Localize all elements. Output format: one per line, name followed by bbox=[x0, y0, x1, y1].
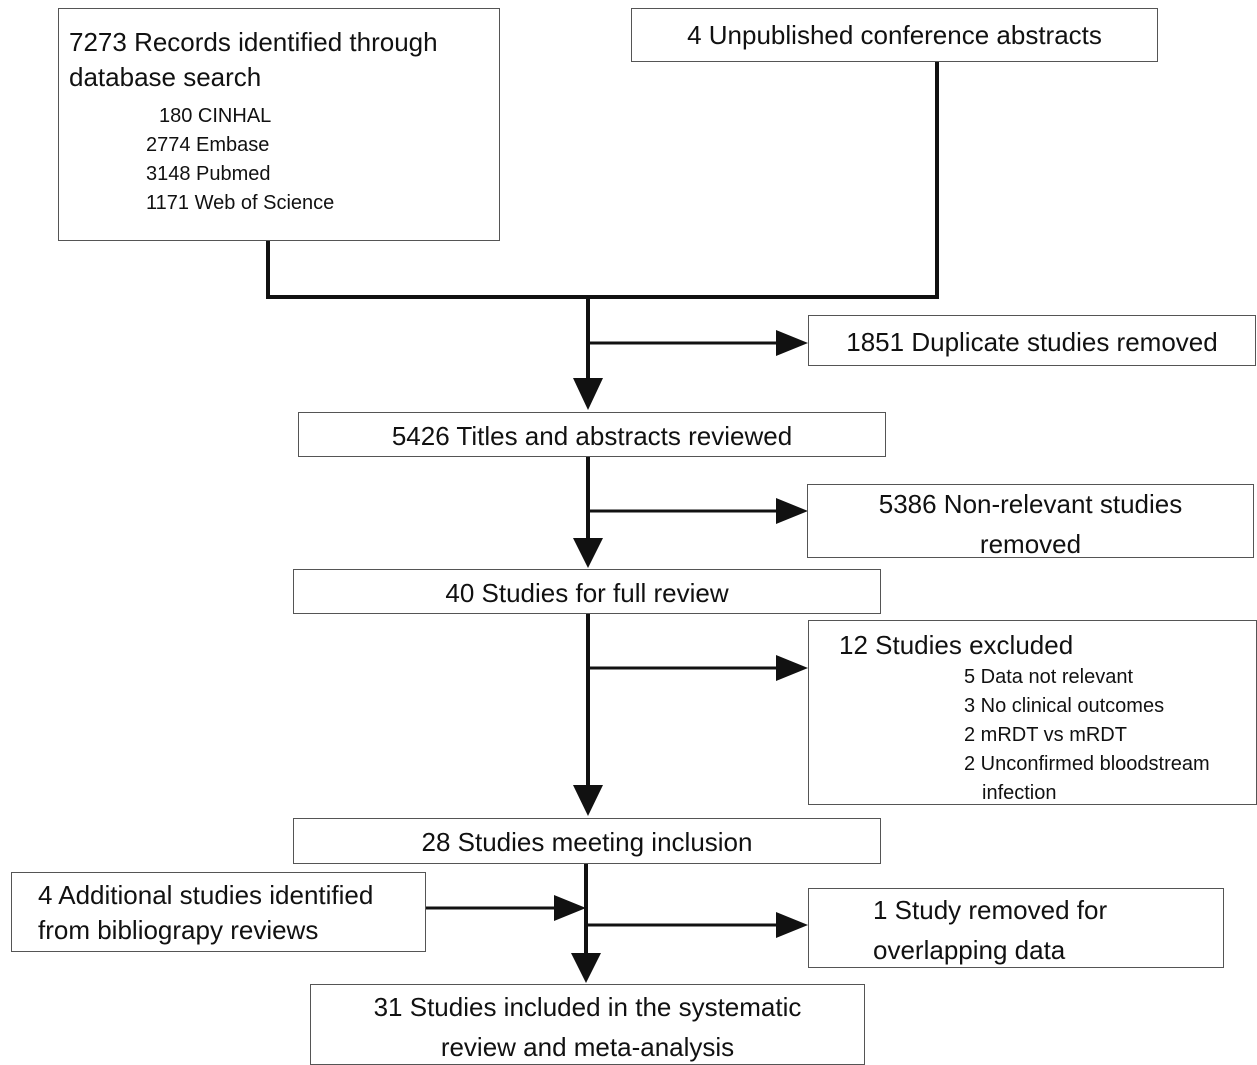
final-included-box: 31 Studies included in the systematic re… bbox=[310, 984, 865, 1065]
arrow-from-bibliography bbox=[554, 895, 586, 921]
arrow-to-inclusion bbox=[573, 785, 603, 816]
arrow-to-excluded bbox=[776, 655, 808, 681]
duplicates-removed-box: 1851 Duplicate studies removed bbox=[808, 315, 1256, 366]
excluded-reason-mrdt: 2 mRDT vs mRDT bbox=[964, 724, 1127, 746]
excluded-reason-bloodstream: 2 Unconfirmed bloodstream bbox=[964, 753, 1210, 775]
source-cinhal: 180 CINHAL bbox=[159, 105, 272, 127]
studies-excluded-box: 12 Studies excluded 5 Data not relevant … bbox=[808, 620, 1257, 805]
overlap-label-line2: overlapping data bbox=[873, 935, 1066, 965]
source-web-of-science: 1171 Web of Science bbox=[146, 192, 335, 214]
source-pubmed: 3148 Pubmed bbox=[146, 163, 271, 185]
duplicates-removed-label: 1851 Duplicate studies removed bbox=[846, 327, 1218, 357]
records-title-line1: 7273 Records identified through bbox=[69, 27, 438, 57]
excluded-reason-data: 5 Data not relevant bbox=[964, 666, 1133, 688]
conference-abstracts-label: 4 Unpublished conference abstracts bbox=[687, 20, 1102, 50]
conference-abstracts-box: 4 Unpublished conference abstracts bbox=[631, 8, 1158, 62]
source-embase: 2774 Embase bbox=[146, 134, 270, 156]
excluded-reason-bloodstream-cont: infection bbox=[982, 782, 1057, 804]
records-connector bbox=[266, 240, 588, 299]
full-review-box: 40 Studies for full review bbox=[293, 569, 881, 614]
arrow-to-final bbox=[571, 953, 601, 983]
excluded-reason-outcomes: 3 No clinical outcomes bbox=[964, 695, 1165, 717]
arrow-to-titles bbox=[573, 378, 603, 410]
overlapping-data-box: 1 Study removed for overlapping data bbox=[808, 888, 1224, 968]
overlap-label-line1: 1 Study removed for bbox=[873, 895, 1108, 925]
arrow-to-fullreview bbox=[573, 538, 603, 568]
excluded-title: 12 Studies excluded bbox=[839, 630, 1074, 660]
records-identified-box: 7273 Records identified through database… bbox=[58, 8, 500, 241]
conference-connector bbox=[588, 62, 939, 299]
arrow-to-overlap bbox=[776, 912, 808, 938]
meeting-inclusion-box: 28 Studies meeting inclusion bbox=[293, 818, 881, 864]
arrow-to-nonrelevant bbox=[776, 498, 808, 524]
titles-abstracts-box: 5426 Titles and abstracts reviewed bbox=[298, 412, 886, 457]
bibliography-reviews-box: 4 Additional studies identified from bib… bbox=[11, 872, 426, 952]
final-included-line2: review and meta-analysis bbox=[440, 1032, 735, 1062]
records-title-line2: database search bbox=[69, 62, 262, 92]
nonrelevant-removed-box: 5386 Non-relevant studies removed bbox=[807, 484, 1254, 558]
meeting-inclusion-label: 28 Studies meeting inclusion bbox=[421, 827, 753, 857]
nonrelevant-label-line1: 5386 Non-relevant studies bbox=[878, 489, 1183, 519]
full-review-label: 40 Studies for full review bbox=[445, 578, 729, 608]
arrow-to-duplicates bbox=[776, 330, 808, 356]
titles-abstracts-label: 5426 Titles and abstracts reviewed bbox=[391, 421, 793, 451]
bibliography-label-line2: from bibliograpy reviews bbox=[38, 915, 319, 945]
bibliography-label-line1: 4 Additional studies identified bbox=[38, 880, 374, 910]
nonrelevant-label-line2: removed bbox=[979, 529, 1082, 559]
final-included-line1: 31 Studies included in the systematic bbox=[373, 992, 802, 1022]
